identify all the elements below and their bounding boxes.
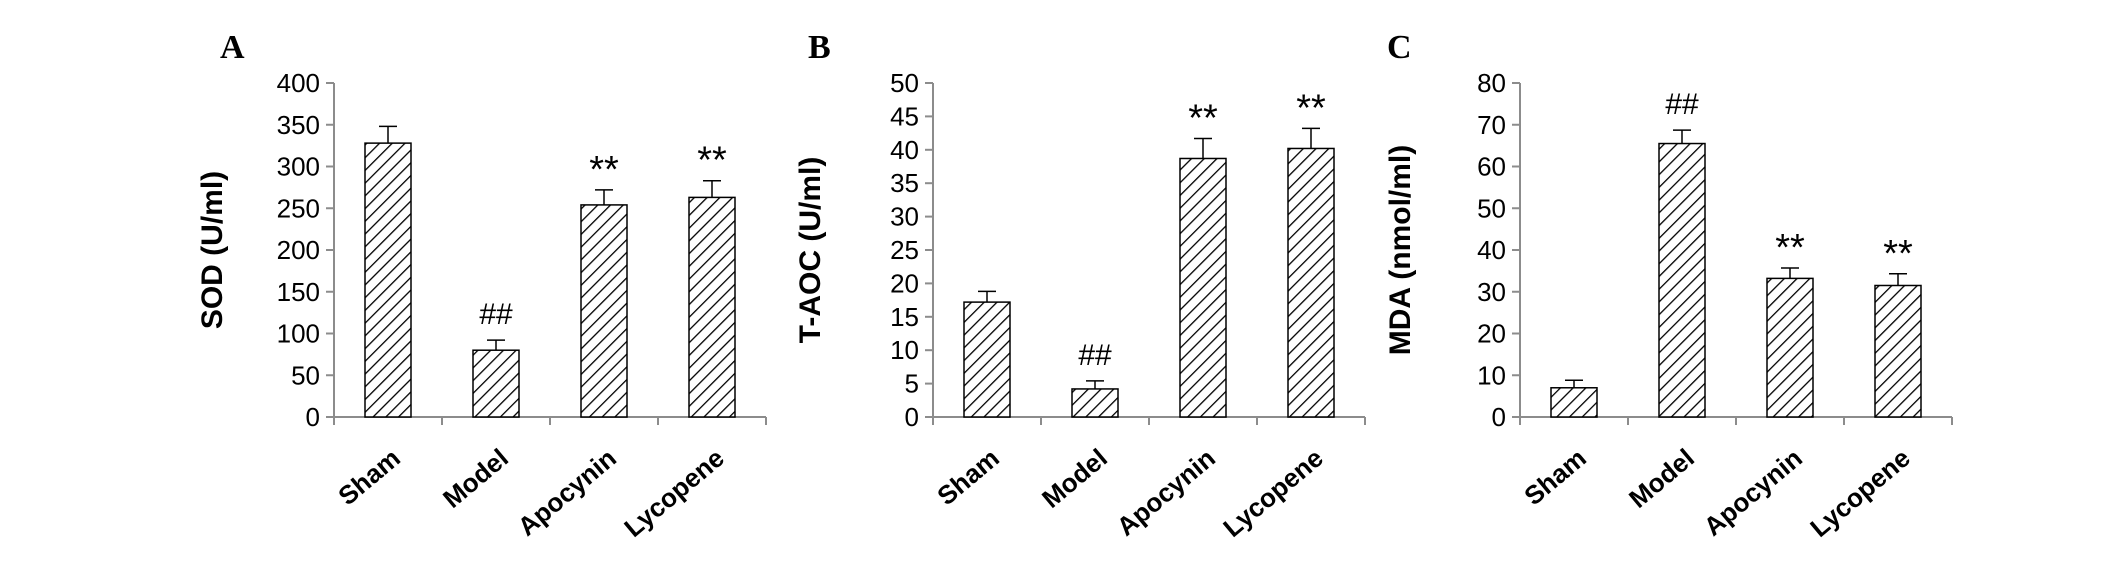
- significance-marker: **: [1883, 233, 1913, 275]
- y-tick-label: 45: [890, 101, 919, 131]
- x-tick-label: Apocynin: [512, 443, 622, 542]
- x-tick-label: Model: [437, 443, 514, 514]
- significance-marker: **: [697, 140, 727, 182]
- bar-model: [1071, 388, 1119, 418]
- y-tick-label: 400: [277, 68, 320, 98]
- chart-panel-c: C 0 10 20 30 40 50 60 70 80 MDA (nmol/ml) Sham ## Mod…: [1384, 29, 1953, 543]
- y-tick-label: 70: [1477, 110, 1506, 140]
- y-axis-label: MDA (nmol/ml): [1384, 145, 1417, 356]
- bar-lycopene: [688, 196, 736, 418]
- y-tick-label: 200: [277, 235, 320, 265]
- x-tick-label: Apocynin: [1111, 443, 1221, 542]
- y-tick-label: 50: [890, 68, 919, 98]
- y-tick-label: 20: [1477, 319, 1506, 349]
- y-tick-label: 30: [1477, 277, 1506, 307]
- bar-model: [1658, 142, 1706, 418]
- y-tick-label: 150: [277, 277, 320, 307]
- y-axis-label: T-AOC (U/ml): [794, 157, 827, 344]
- y-tick-label: 100: [277, 319, 320, 349]
- y-tick-label: 300: [277, 152, 320, 182]
- y-tick-label: 10: [890, 335, 919, 365]
- x-tick-label: Apocynin: [1698, 443, 1808, 542]
- chart-panel-a: A 0 50 100 150 200 250 300 350 400 SOD (U/ml) Sham #…: [196, 29, 767, 543]
- x-tick-label: Sham: [332, 443, 406, 511]
- panel-letter: B: [808, 29, 831, 66]
- y-tick-label: 250: [277, 193, 320, 223]
- bar-lycopene: [1287, 147, 1335, 418]
- y-tick-label: 40: [890, 135, 919, 165]
- y-tick-label: 50: [291, 360, 320, 390]
- x-tick-label: Sham: [1518, 443, 1592, 511]
- bar-apocynin: [1179, 157, 1227, 418]
- y-tick-label: 20: [890, 268, 919, 298]
- significance-marker: **: [1188, 97, 1218, 139]
- x-tick-label: Lycopene: [1804, 443, 1916, 543]
- bar-sham: [963, 301, 1011, 418]
- y-tick-label: 35: [890, 168, 919, 198]
- x-tick-label: Sham: [931, 443, 1005, 511]
- bar-sham: [364, 142, 412, 418]
- y-tick-label: 40: [1477, 235, 1506, 265]
- x-tick-label: Model: [1036, 443, 1113, 514]
- y-tick-label: 0: [905, 402, 919, 432]
- y-tick-label: 5: [905, 369, 919, 399]
- significance-marker: **: [1296, 87, 1326, 129]
- bar-sham: [1550, 387, 1598, 418]
- x-tick-label: Lycopene: [618, 443, 730, 543]
- bar-apocynin: [580, 204, 628, 418]
- x-tick-label: Model: [1623, 443, 1700, 514]
- significance-marker: ##: [479, 298, 513, 331]
- y-tick-label: 30: [890, 202, 919, 232]
- y-tick-label: 0: [306, 402, 320, 432]
- y-tick-label: 0: [1492, 402, 1506, 432]
- bar-apocynin: [1766, 277, 1814, 418]
- significance-marker: ##: [1665, 88, 1699, 121]
- y-tick-label: 80: [1477, 68, 1506, 98]
- bar-model: [472, 349, 520, 418]
- y-axis-label: SOD (U/ml): [196, 171, 229, 329]
- significance-marker: ##: [1078, 339, 1112, 372]
- significance-marker: **: [589, 149, 619, 191]
- y-tick-label: 50: [1477, 193, 1506, 223]
- y-tick-label: 350: [277, 110, 320, 140]
- x-tick-label: Lycopene: [1217, 443, 1329, 543]
- significance-marker: **: [1775, 227, 1805, 269]
- y-tick-label: 60: [1477, 152, 1506, 182]
- panel-letter: C: [1387, 29, 1412, 66]
- bar-lycopene: [1874, 284, 1922, 418]
- y-tick-label: 15: [890, 302, 919, 332]
- panel-letter: A: [220, 29, 245, 66]
- y-tick-label: 25: [890, 235, 919, 265]
- y-tick-label: 10: [1477, 360, 1506, 390]
